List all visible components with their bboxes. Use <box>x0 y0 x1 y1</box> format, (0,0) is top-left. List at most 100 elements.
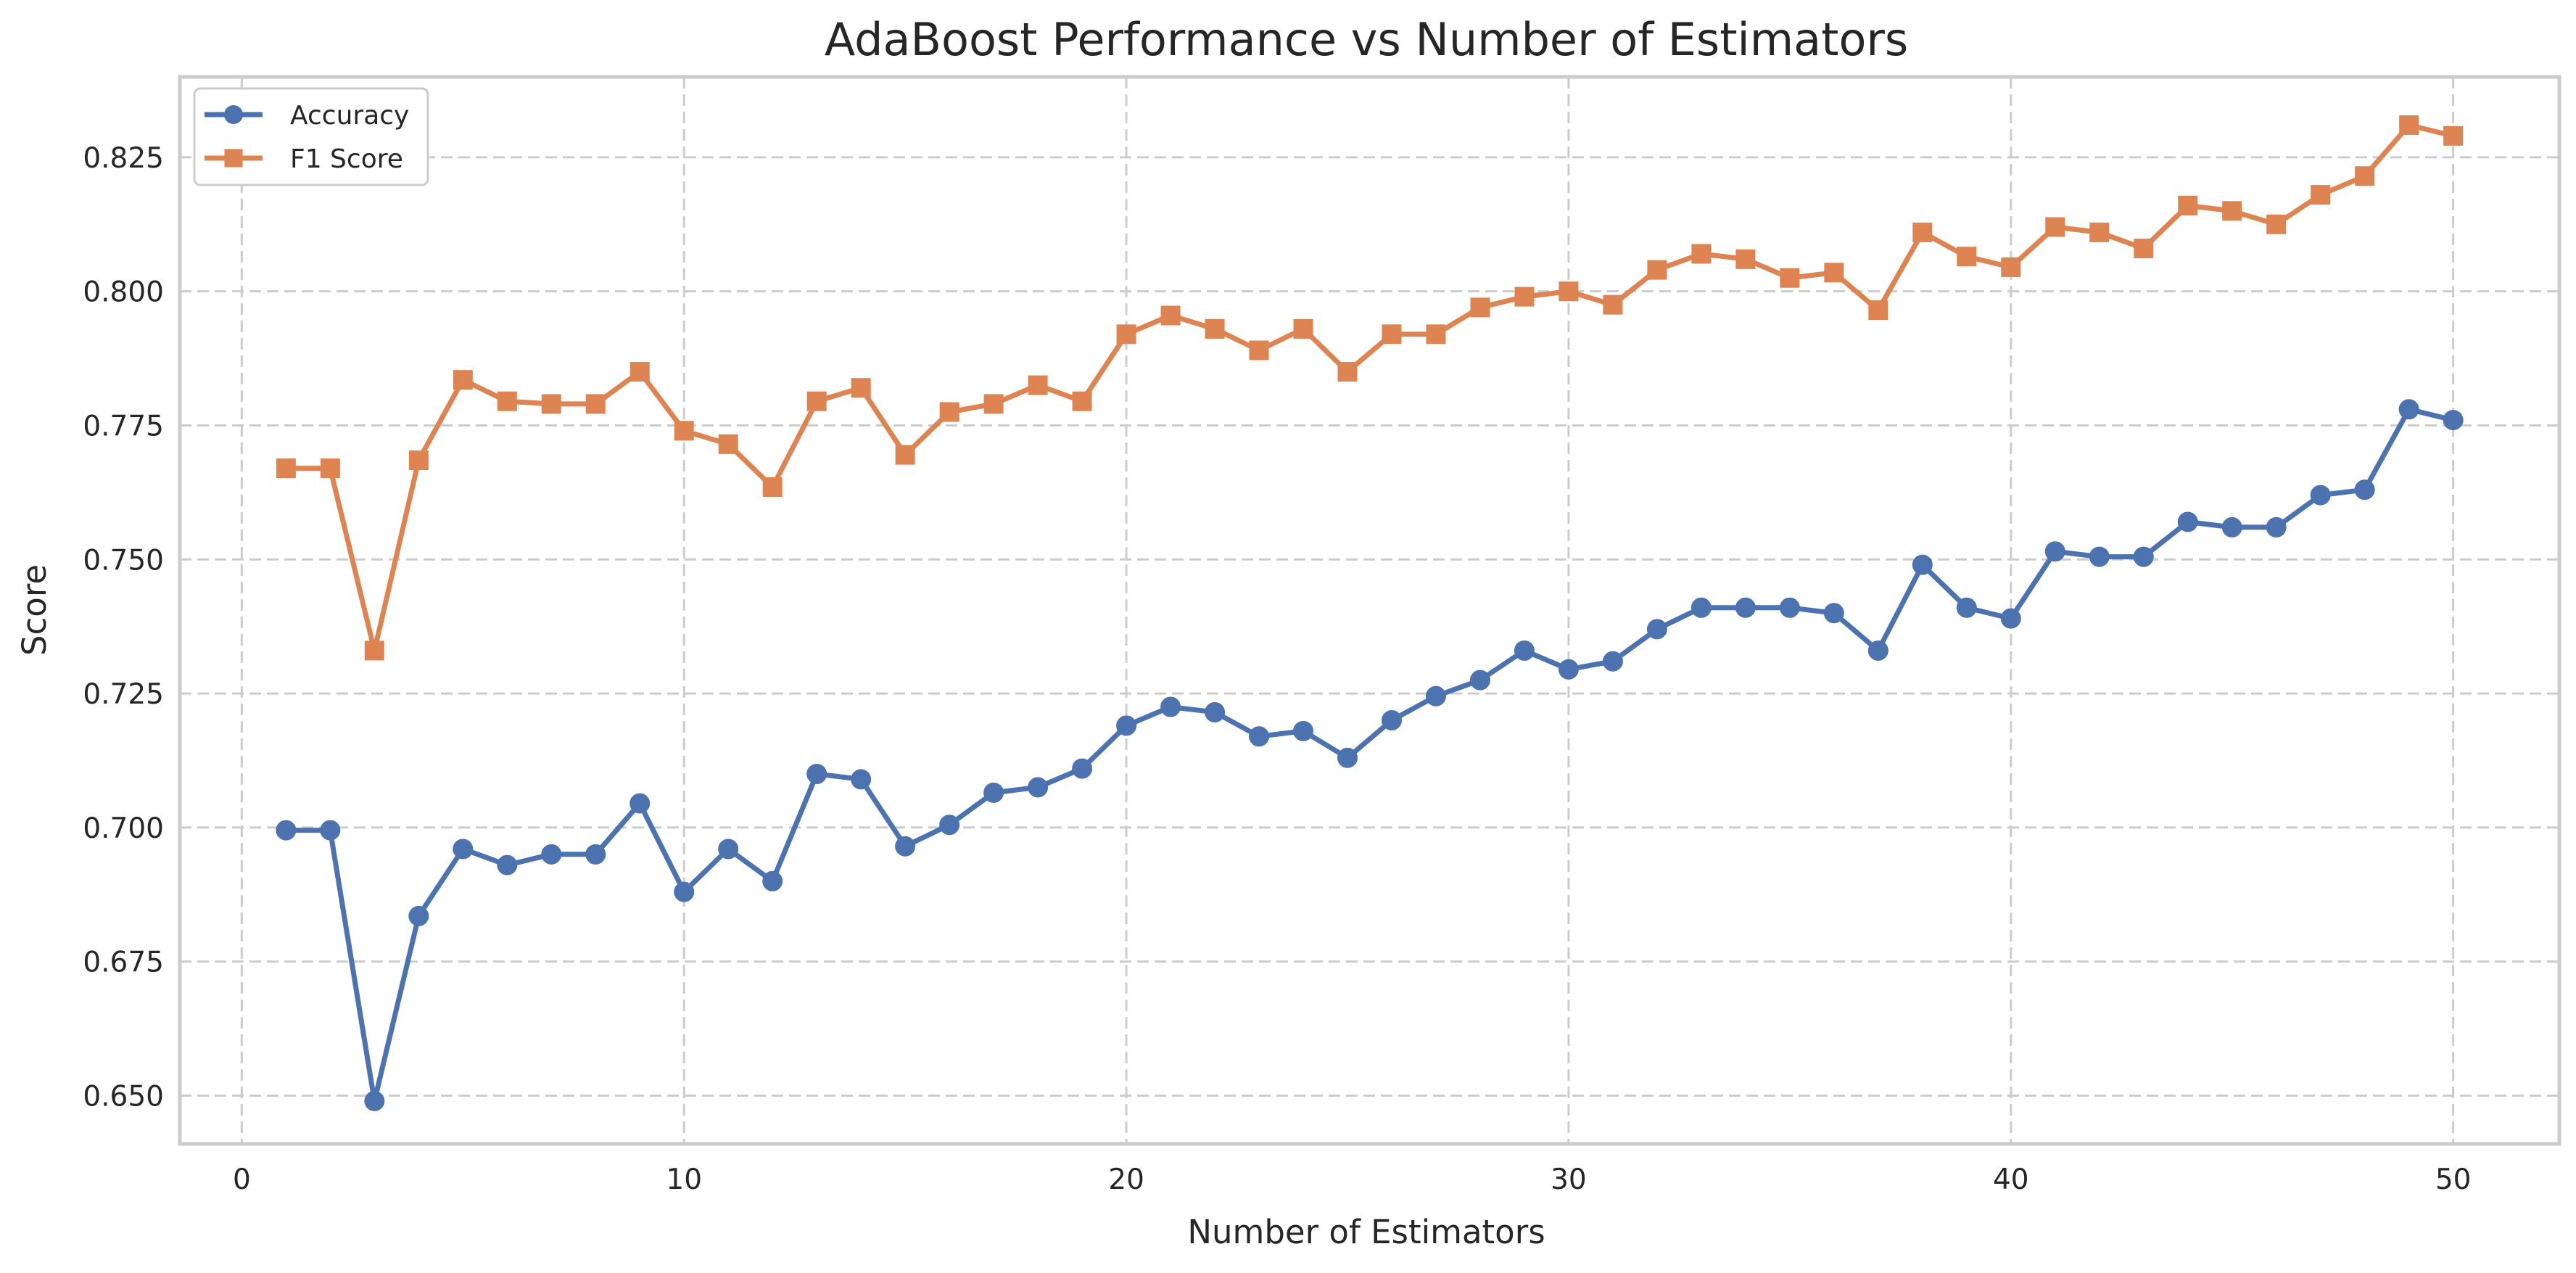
y-tick-label: 0.825 <box>83 142 164 175</box>
data-point-accuracy <box>1072 758 1093 779</box>
data-point-f1-score <box>983 394 1004 414</box>
series-f1-score <box>276 115 2464 661</box>
data-point-f1-score <box>1426 324 1446 345</box>
data-point-accuracy <box>1028 777 1049 798</box>
data-point-f1-score <box>2222 201 2242 221</box>
data-point-accuracy <box>453 839 474 860</box>
legend-marker-f1-score <box>224 149 243 168</box>
data-point-accuracy <box>1779 597 1800 618</box>
data-point-f1-score <box>1028 375 1048 395</box>
data-point-f1-score <box>2001 257 2021 277</box>
legend: Accuracy F1 Score <box>193 87 429 186</box>
data-point-f1-score <box>1735 249 1756 269</box>
data-point-f1-score <box>762 477 783 497</box>
data-point-f1-score <box>408 450 429 471</box>
y-axis-label: Score <box>15 564 54 656</box>
data-point-accuracy <box>806 763 827 784</box>
data-point-accuracy <box>1690 597 1712 618</box>
y-tick-label: 0.775 <box>83 410 164 442</box>
data-point-f1-score <box>674 421 694 441</box>
legend-item-f1-score: F1 Score <box>205 144 403 174</box>
data-point-accuracy <box>939 815 960 836</box>
y-tick-label: 0.650 <box>83 1080 164 1113</box>
data-point-f1-score <box>1957 247 1977 267</box>
data-point-accuracy <box>2443 410 2464 431</box>
data-point-f1-score <box>806 391 827 411</box>
data-point-f1-score <box>2399 115 2419 136</box>
data-point-accuracy <box>1249 726 1270 747</box>
y-tick-label: 0.675 <box>83 947 164 979</box>
data-point-accuracy <box>1514 640 1535 661</box>
data-point-f1-score <box>1293 318 1313 339</box>
data-point-f1-score <box>718 434 738 454</box>
legend-item-accuracy: Accuracy <box>205 101 409 131</box>
data-point-f1-score <box>276 458 296 479</box>
data-point-f1-score <box>2045 217 2065 237</box>
data-point-accuracy <box>2310 485 2331 506</box>
data-point-accuracy <box>851 769 872 790</box>
data-point-accuracy <box>2266 516 2287 537</box>
data-point-f1-score <box>2178 195 2198 215</box>
data-point-f1-score <box>453 370 473 390</box>
x-tick-label: 30 <box>1551 1163 1587 1196</box>
data-point-accuracy <box>983 782 1004 803</box>
data-point-accuracy <box>2398 399 2419 420</box>
y-tick-label: 0.800 <box>83 276 164 309</box>
y-tick-label: 0.750 <box>83 544 164 577</box>
data-point-f1-score <box>2089 222 2110 242</box>
x-tick-label: 0 <box>233 1163 251 1196</box>
legend-marker-accuracy <box>224 105 243 124</box>
data-point-accuracy <box>1558 659 1579 680</box>
data-point-accuracy <box>541 844 562 865</box>
data-point-f1-score <box>1691 244 1712 264</box>
x-axis-label: Number of Estimators <box>1187 1213 1545 1251</box>
data-point-accuracy <box>2221 516 2242 537</box>
data-point-accuracy <box>1337 747 1358 768</box>
data-point-f1-score <box>1337 362 1358 382</box>
data-point-f1-score <box>1559 281 1579 302</box>
data-point-accuracy <box>408 905 429 926</box>
data-point-accuracy <box>2089 546 2110 567</box>
data-point-f1-score <box>1824 263 1844 283</box>
data-point-accuracy <box>2177 511 2198 532</box>
data-point-accuracy <box>1646 619 1667 640</box>
data-point-accuracy <box>2354 479 2375 500</box>
data-point-f1-score <box>1205 318 1225 339</box>
data-point-f1-score <box>320 458 340 479</box>
data-point-accuracy <box>1425 685 1446 706</box>
plot-frame <box>178 75 2561 1146</box>
data-point-accuracy <box>1912 554 1933 575</box>
chart-title: AdaBoost Performance vs Number of Estima… <box>825 13 1908 66</box>
data-point-accuracy <box>497 854 518 876</box>
data-point-f1-score <box>2443 125 2464 146</box>
data-point-f1-score <box>1160 305 1181 326</box>
data-point-accuracy <box>629 793 651 814</box>
data-point-accuracy <box>1160 696 1181 717</box>
data-point-f1-score <box>2134 239 2154 259</box>
data-point-accuracy <box>1381 710 1402 731</box>
data-point-accuracy <box>1735 597 1756 618</box>
data-point-accuracy <box>762 870 783 891</box>
data-point-f1-score <box>1470 297 1490 318</box>
data-point-accuracy <box>1867 640 1888 661</box>
data-point-accuracy <box>2000 608 2021 629</box>
data-point-accuracy <box>1116 715 1137 736</box>
y-tick-label: 0.700 <box>83 812 164 845</box>
data-point-f1-score <box>851 378 871 398</box>
data-point-accuracy <box>718 839 739 860</box>
data-point-f1-score <box>1868 300 1888 321</box>
data-point-f1-score <box>895 445 915 465</box>
x-tick-label: 20 <box>1108 1163 1144 1196</box>
series-accuracy <box>276 399 2464 1111</box>
data-point-f1-score <box>1603 294 1623 315</box>
x-tick-label: 50 <box>2435 1163 2472 1196</box>
data-point-accuracy <box>585 844 606 865</box>
x-tick-label: 40 <box>1993 1163 2029 1196</box>
legend-label-accuracy: Accuracy <box>290 101 409 131</box>
data-point-accuracy <box>1293 720 1314 741</box>
data-point-f1-score <box>1780 268 1800 288</box>
data-point-accuracy <box>2133 546 2154 567</box>
data-point-accuracy <box>1469 670 1490 691</box>
